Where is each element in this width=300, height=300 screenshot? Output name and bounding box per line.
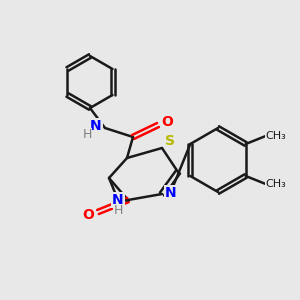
Text: CH₃: CH₃ [265,131,286,141]
Text: CH₃: CH₃ [265,179,286,189]
Text: H: H [82,128,92,142]
Text: O: O [161,115,173,129]
Text: H: H [113,205,123,218]
Text: N: N [165,186,177,200]
Text: S: S [165,134,175,148]
Text: O: O [82,208,94,222]
Text: N: N [112,193,124,207]
Text: N: N [90,119,102,133]
